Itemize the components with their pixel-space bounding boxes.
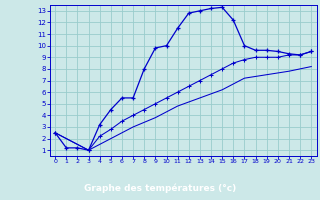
Text: Graphe des températures (°c): Graphe des températures (°c) (84, 184, 236, 193)
